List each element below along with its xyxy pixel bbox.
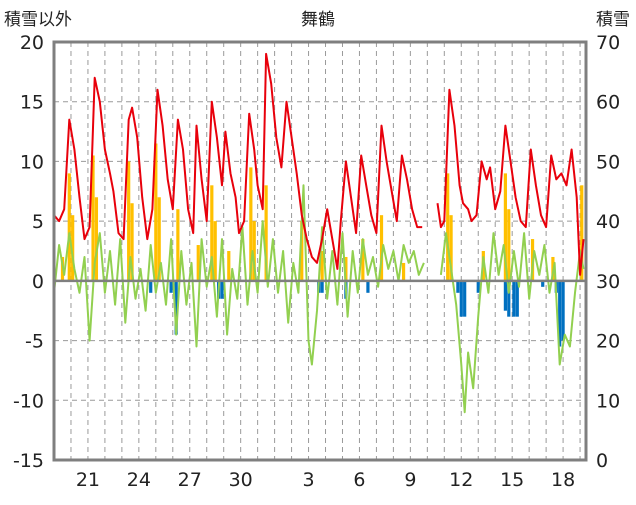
bar-blue: [558, 280, 562, 347]
right-tick-label: 0: [596, 450, 608, 472]
bar-orange: [507, 209, 511, 281]
bar-blue: [463, 280, 467, 317]
bar-blue: [541, 280, 545, 287]
right-tick-label: 30: [596, 271, 620, 293]
left-tick-label: -10: [13, 390, 44, 412]
right-tick-label: 40: [596, 211, 620, 233]
bar-orange: [196, 245, 200, 281]
bar-blue: [169, 280, 173, 293]
left-axis-title: 積雪以外: [4, 10, 72, 30]
right-tick-label: 60: [596, 92, 620, 114]
bar-blue: [515, 280, 519, 317]
bar-orange: [446, 173, 450, 281]
x-tick-label: 9: [404, 469, 416, 491]
bar-blue: [320, 280, 324, 293]
left-tick-label: 10: [20, 151, 44, 173]
x-tick-label: 12: [449, 469, 473, 491]
bar-blue: [174, 280, 178, 335]
bar-blue: [503, 280, 507, 311]
bar-orange: [227, 251, 231, 281]
bar-orange: [157, 197, 161, 281]
left-tick-label: 15: [20, 92, 44, 114]
bar-orange: [449, 215, 453, 281]
bar-blue: [220, 280, 224, 299]
bar-blue: [507, 280, 511, 317]
bar-orange: [213, 221, 217, 281]
axis-layer: [52, 40, 588, 462]
right-tick-label: 50: [596, 151, 620, 173]
bar-orange: [176, 209, 180, 281]
bar-blue: [456, 280, 460, 293]
bar-blue: [459, 280, 463, 317]
x-tick-label: 3: [302, 469, 314, 491]
left-tick-label: -15: [13, 450, 44, 472]
bar-blue: [561, 280, 565, 341]
right-tick-label: 20: [596, 331, 620, 353]
line-red: [53, 52, 585, 276]
bar-orange: [580, 185, 584, 281]
bar-orange: [361, 239, 365, 281]
bar-orange: [344, 256, 348, 281]
chart-title: 舞鶴: [301, 10, 335, 30]
plot-frame: [52, 40, 588, 462]
bar-blue: [476, 280, 480, 293]
line-green: [53, 184, 585, 414]
bar-orange: [67, 173, 71, 281]
x-tick-label: 21: [76, 469, 100, 491]
line-layer: [53, 52, 586, 462]
x-tick-label: 30: [229, 469, 253, 491]
bar-orange: [401, 262, 406, 281]
x-tick-label: 24: [127, 469, 151, 491]
x-tick-label: 6: [353, 469, 365, 491]
bar-orange: [320, 251, 324, 281]
bar-layer: [60, 143, 584, 347]
left-tick-label: 20: [20, 32, 44, 54]
right-tick-label: 10: [596, 390, 620, 412]
bar-orange: [91, 155, 95, 281]
bar-blue: [149, 280, 153, 293]
bar-orange: [249, 167, 253, 281]
bar-orange: [379, 215, 384, 281]
bar-orange: [264, 185, 268, 281]
left-tick-label: 5: [32, 211, 44, 233]
bar-orange: [210, 185, 214, 281]
bar-blue: [512, 280, 516, 317]
bar-orange: [154, 143, 158, 281]
right-tick-label: 70: [596, 32, 620, 54]
x-tick-label: 15: [500, 469, 524, 491]
x-tick-label: 27: [178, 469, 202, 491]
right-axis-title: 積雪: [596, 10, 630, 30]
left-tick-label: -5: [25, 331, 44, 353]
bar-orange: [94, 197, 99, 281]
bar-orange: [503, 173, 507, 281]
bar-blue: [366, 280, 370, 293]
left-tick-label: 0: [32, 271, 44, 293]
bar-orange: [130, 203, 134, 281]
bar-orange: [127, 161, 131, 281]
bar-orange: [252, 221, 256, 281]
bar-orange: [300, 221, 304, 281]
bar-orange: [71, 215, 75, 281]
x-tick-label: 18: [551, 469, 575, 491]
